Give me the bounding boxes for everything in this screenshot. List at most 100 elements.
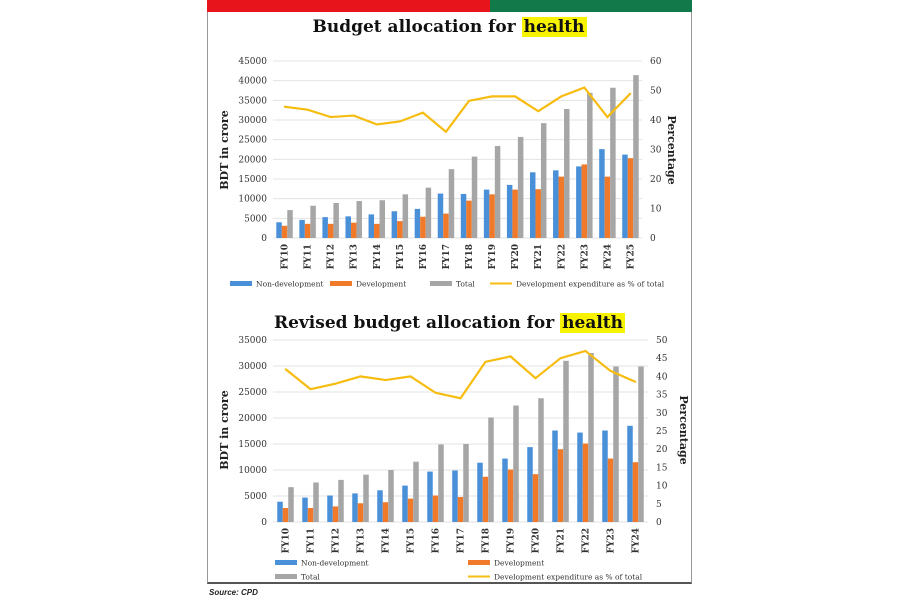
chart1-title-highlight: health <box>521 17 587 37</box>
chart2-bar-total-fy20 <box>538 398 544 522</box>
chart1-line-point-fy10 <box>283 105 286 108</box>
chart1-y-tick-label: 15000 <box>238 175 267 185</box>
chart1-bar-non-development-fy25 <box>622 154 628 238</box>
chart1-bar-total-fy12 <box>333 202 339 238</box>
chart1-bar-total-fy24 <box>610 87 616 238</box>
source-note: Source: CPD <box>209 588 258 597</box>
chart2-bar-non-development-fy15 <box>402 485 408 522</box>
chart2-x-tick-label: FY16 <box>432 528 442 553</box>
chart1-bar-development-fy20 <box>512 189 518 238</box>
chart1-bar-development-fy15 <box>397 221 403 238</box>
chart1-title: Budget allocation for health <box>207 17 692 37</box>
chart2-bar-non-development-fy14 <box>377 490 383 522</box>
chart2-bar-non-development-fy10 <box>277 501 283 522</box>
chart2-y-tick-label: 10000 <box>238 466 267 476</box>
chart2-bar-total-fy23 <box>613 366 619 522</box>
chart1-bar-development-fy14 <box>374 223 380 238</box>
chart2-bar-development-fy22 <box>582 443 589 522</box>
chart1-y-tick-label: 5000 <box>244 214 267 224</box>
chart1-bar-non-development-fy22 <box>553 170 559 238</box>
chart2-bar-total-fy11 <box>313 482 319 522</box>
chart1-y-tick-label: 25000 <box>238 136 267 146</box>
chart1-y2-axis-label: Percentage <box>665 115 678 184</box>
chart1-title-text: Budget allocation for <box>312 17 522 37</box>
chart1-x-tick-label: FY16 <box>419 244 429 269</box>
chart1-bar-total-fy22 <box>564 108 570 238</box>
chart1-legend-label-0: Non-development <box>256 280 323 289</box>
chart1-bar-development-fy16 <box>420 216 426 238</box>
chart2-y2-axis-label: Percentage <box>677 395 690 464</box>
chart1-bar-non-development-fy16 <box>414 208 421 238</box>
chart1-bar-non-development-fy18 <box>460 193 467 238</box>
chart2-bar-development-fy13 <box>357 503 364 522</box>
chart1-x-tick-label: FY20 <box>511 244 521 269</box>
chart1-y-axis-label: BDT in crore <box>218 110 231 189</box>
chart1-line-point-fy21 <box>537 110 540 112</box>
chart2-line-point-fy10 <box>284 368 287 370</box>
chart2-line-point-fy13 <box>359 375 362 378</box>
chart1-bar-total-fy11 <box>310 205 316 238</box>
chart2-x-tick-label: FY12 <box>332 528 342 553</box>
chart1-bar-development-fy23 <box>581 164 588 238</box>
chart2-y-tick-label: 15000 <box>238 440 267 450</box>
chart1-bar-non-development-fy10 <box>276 222 282 238</box>
chart1-bar-development-fy25 <box>627 158 634 238</box>
chart2-bar-total-fy17 <box>463 444 469 522</box>
chart1-bar-development-fy22 <box>558 176 565 238</box>
chart2-line-point-fy23 <box>609 370 612 372</box>
chart2-x-tick-label: FY11 <box>307 528 317 553</box>
chart2-bar-non-development-fy24 <box>627 425 633 522</box>
chart1-bar-development-fy17 <box>443 213 449 238</box>
chart1-bar-development-fy24 <box>604 176 611 238</box>
chart2-y2-tick-label: 20 <box>656 445 668 455</box>
chart1-x-tick-label: FY11 <box>304 244 314 269</box>
chart2-bar-development-fy15 <box>407 498 414 522</box>
chart2-bar-total-fy14 <box>388 470 394 522</box>
chart1-line-point-fy19 <box>491 95 493 98</box>
chart1-bar-total-fy14 <box>379 200 386 238</box>
chart2-legend-label-2: Total <box>301 573 320 582</box>
chart2-y-tick-label: 30000 <box>238 362 267 372</box>
chart1-line-point-fy20 <box>514 95 516 98</box>
chart2-x-tick-label: FY18 <box>482 528 492 553</box>
chart1-bar-development-fy18 <box>466 200 472 238</box>
chart2-bar-total-fy13 <box>363 474 369 522</box>
chart2-bar-non-development-fy11 <box>302 497 308 522</box>
chart2-line-point-fy16 <box>434 391 437 394</box>
chart1-line-point-fy11 <box>306 108 309 111</box>
chart2-bar-total-fy10 <box>288 487 294 522</box>
chart2-y-tick-label: 25000 <box>238 388 267 398</box>
chart2-title: Revised budget allocation for health <box>207 313 692 333</box>
chart2-y2-tick-label: 10 <box>656 482 668 492</box>
chart1-y-tick-label: 40000 <box>238 77 267 87</box>
chart1-y2-tick-label: 30 <box>650 146 662 156</box>
chart2-x-tick-label: FY23 <box>607 528 617 553</box>
chart2-bar-non-development-fy21 <box>552 430 558 522</box>
chart2-bar-total-fy18 <box>488 417 494 522</box>
chart1-line-point-fy14 <box>375 123 378 126</box>
chart1-bar-non-development-fy20 <box>506 184 513 238</box>
chart1-bar-non-development-fy17 <box>437 193 444 238</box>
chart1-bar-non-development-fy15 <box>391 211 398 238</box>
chart1-x-tick-label: FY19 <box>488 244 498 269</box>
chart2-legend-label-1: Development <box>494 559 544 568</box>
chart2-line-point-fy15 <box>409 375 412 378</box>
chart2-line-point-fy17 <box>459 397 462 400</box>
chart2-bar-total-fy19 <box>513 405 519 522</box>
chart1-bar-non-development-fy24 <box>599 149 605 238</box>
chart1-y-tick-label: 45000 <box>238 57 267 67</box>
chart2-bar-non-development-fy20 <box>527 447 533 522</box>
chart2-bar-non-development-fy23 <box>602 430 608 522</box>
chart1-bar-total-fy15 <box>402 194 409 238</box>
chart2-y2-tick-label: 40 <box>656 372 668 382</box>
chart1-x-tick-label: FY18 <box>465 244 475 269</box>
chart1-line-dev-pct <box>284 86 632 134</box>
chart2-bar-non-development-fy18 <box>477 462 483 522</box>
chart2-bar-development-fy11 <box>307 507 314 522</box>
chart2-legend-label-0: Non-development <box>301 559 368 568</box>
chart2-title-text: Revised budget allocation for <box>273 313 561 333</box>
chart1-y2-tick-label: 60 <box>650 57 662 67</box>
chart1-x-tick-label: FY24 <box>603 244 613 269</box>
chart2-bar-non-development-fy12 <box>327 495 333 522</box>
chart1-bar-development-fy19 <box>489 194 495 238</box>
